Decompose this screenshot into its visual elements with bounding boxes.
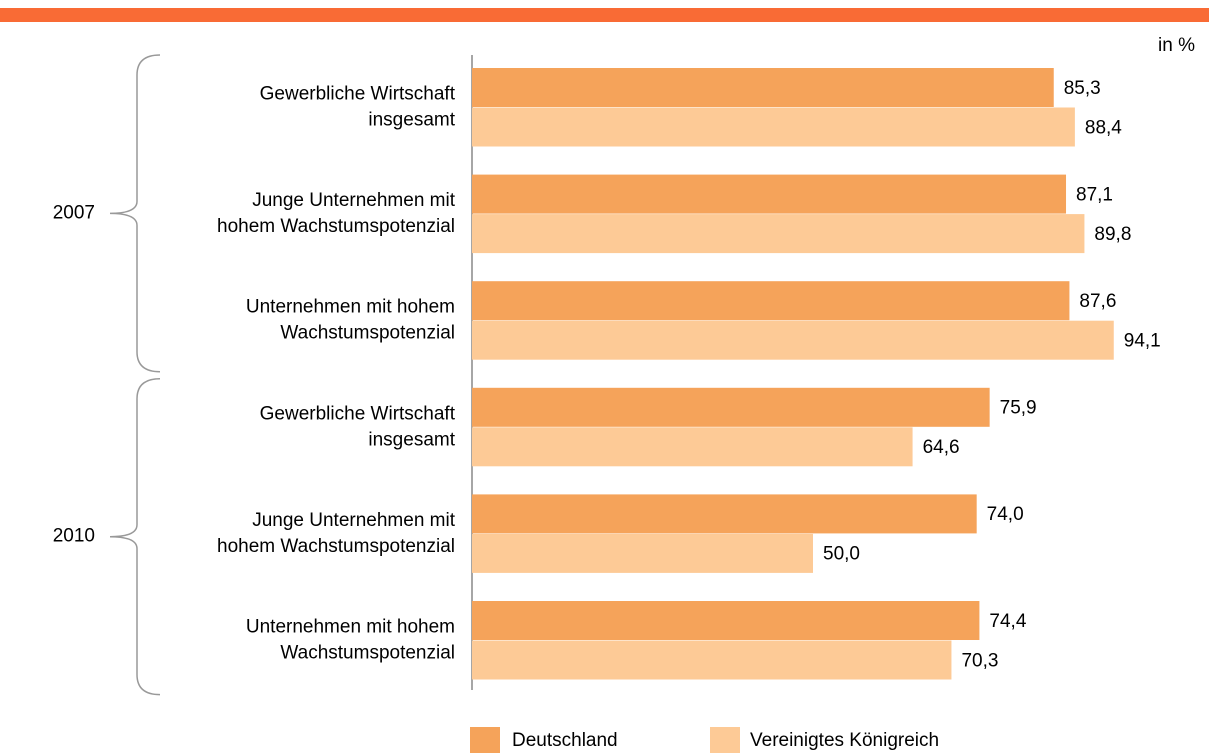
value-label: 64,6 bbox=[923, 437, 960, 458]
bar bbox=[472, 533, 813, 573]
legend-swatch bbox=[470, 727, 500, 753]
value-label: 85,3 bbox=[1064, 78, 1101, 99]
category-label: Junge Unternehmen mit bbox=[252, 510, 455, 531]
value-label: 94,1 bbox=[1124, 330, 1161, 351]
value-label: 88,4 bbox=[1085, 117, 1122, 138]
category-label: Wachstumspotenzial bbox=[280, 323, 455, 344]
unit-label: in % bbox=[1158, 35, 1195, 56]
value-label: 87,1 bbox=[1076, 184, 1113, 205]
category-label: Unternehmen mit hohem bbox=[246, 617, 455, 638]
group-label: 2010 bbox=[53, 526, 95, 547]
category-label: insgesamt bbox=[368, 429, 455, 450]
category-label: Gewerbliche Wirtschaft bbox=[260, 84, 456, 105]
value-label: 89,8 bbox=[1094, 224, 1131, 245]
category-label: Unternehmen mit hohem bbox=[246, 297, 455, 318]
category-label: hohem Wachstumspotenzial bbox=[217, 536, 455, 557]
value-label: 50,0 bbox=[823, 544, 860, 565]
bar bbox=[472, 214, 1085, 254]
category-label: Wachstumspotenzial bbox=[280, 643, 455, 664]
bar bbox=[472, 427, 913, 467]
bar bbox=[472, 494, 977, 534]
category-label: Gewerbliche Wirtschaft bbox=[260, 403, 456, 424]
value-label: 74,0 bbox=[987, 504, 1024, 525]
bar bbox=[472, 174, 1067, 214]
bar bbox=[472, 320, 1114, 360]
legend-label: Deutschland bbox=[512, 730, 618, 751]
bar bbox=[472, 281, 1070, 321]
category-label: Junge Unternehmen mit bbox=[252, 190, 455, 211]
value-label: 75,9 bbox=[1000, 398, 1037, 419]
top-banner bbox=[0, 8, 1209, 22]
category-label: hohem Wachstumspotenzial bbox=[217, 216, 455, 237]
bar bbox=[472, 640, 952, 680]
bar bbox=[472, 387, 990, 427]
bar bbox=[472, 601, 980, 640]
value-label: 70,3 bbox=[961, 650, 998, 671]
group-brace bbox=[109, 378, 161, 696]
category-label: insgesamt bbox=[368, 110, 455, 131]
legend-swatch bbox=[710, 727, 740, 753]
value-label: 87,6 bbox=[1079, 291, 1116, 312]
bar bbox=[472, 107, 1075, 147]
group-label: 2007 bbox=[53, 202, 95, 223]
legend-label: Vereinigtes Königreich bbox=[750, 730, 939, 751]
bar bbox=[472, 68, 1054, 107]
group-brace bbox=[109, 54, 161, 373]
value-label: 74,4 bbox=[989, 611, 1026, 632]
